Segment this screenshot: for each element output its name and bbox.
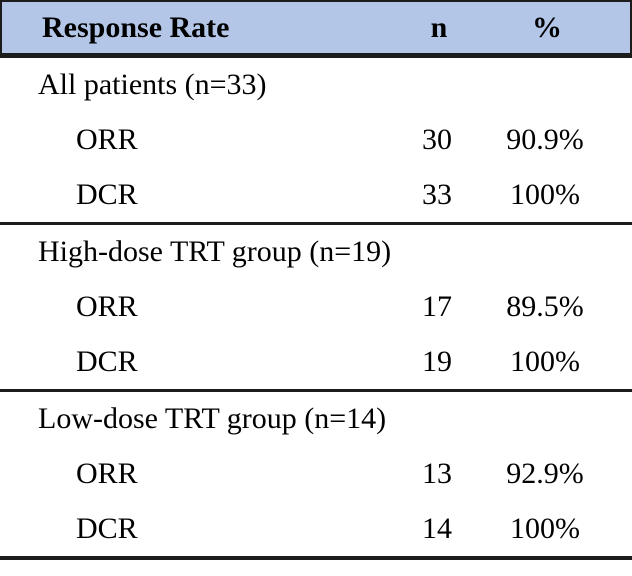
pct-value: 100% (510, 177, 580, 211)
table-row-dcr: DCR 14 100% (0, 501, 632, 556)
header-n: n (430, 10, 448, 44)
group-row-low-dose: Low-dose TRT group (n=14) (0, 392, 632, 446)
header-response-rate: Response Rate (42, 10, 230, 44)
pct-value: 89.5% (506, 289, 584, 323)
pct-value: 100% (510, 511, 580, 545)
group-label: High-dose TRT group (n=19) (38, 235, 392, 268)
metric-label: ORR (76, 122, 138, 156)
n-value: 30 (422, 122, 452, 156)
table-row-orr: ORR 17 89.5% (0, 279, 632, 334)
n-value: 13 (422, 456, 452, 490)
pct-value: 100% (510, 344, 580, 378)
section-all-patients: All patients (n=33) ORR 30 90.9% DCR 33 … (0, 58, 632, 225)
metric-label: ORR (76, 289, 138, 323)
table-row-orr: ORR 13 92.9% (0, 446, 632, 501)
n-value: 33 (422, 177, 452, 211)
metric-label: DCR (76, 177, 138, 211)
n-value: 17 (422, 289, 452, 323)
group-label: Low-dose TRT group (n=14) (38, 402, 387, 435)
section-low-dose: Low-dose TRT group (n=14) ORR 13 92.9% D… (0, 392, 632, 560)
pct-value: 90.9% (506, 122, 584, 156)
header-percent: % (532, 10, 562, 44)
metric-label: DCR (76, 344, 138, 378)
table-header-row: Response Rate n % (0, 0, 632, 58)
table-row-dcr: DCR 33 100% (0, 167, 632, 222)
n-value: 14 (422, 511, 452, 545)
metric-label: DCR (76, 511, 138, 545)
metric-label: ORR (76, 456, 138, 490)
n-value: 19 (422, 344, 452, 378)
section-high-dose: High-dose TRT group (n=19) ORR 17 89.5% … (0, 225, 632, 392)
table-row-orr: ORR 30 90.9% (0, 112, 632, 167)
pct-value: 92.9% (506, 456, 584, 490)
group-label: All patients (n=33) (38, 68, 267, 101)
group-row-high-dose: High-dose TRT group (n=19) (0, 225, 632, 279)
table-row-dcr: DCR 19 100% (0, 334, 632, 389)
group-row-all-patients: All patients (n=33) (0, 58, 632, 112)
